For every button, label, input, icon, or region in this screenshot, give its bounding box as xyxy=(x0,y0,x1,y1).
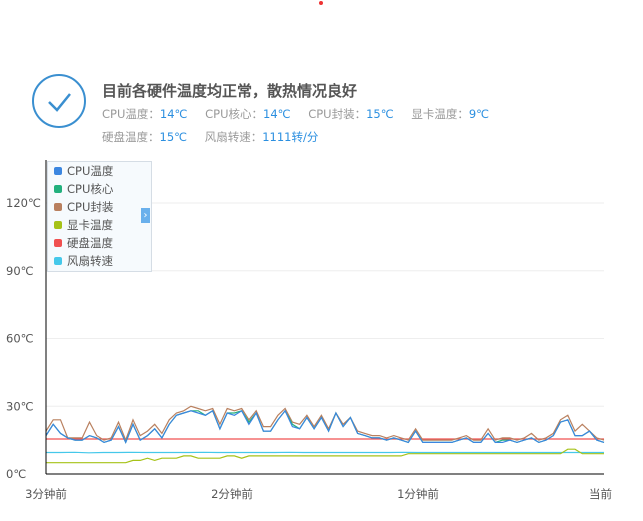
temperature-chart: 0℃ 30℃ 60℃ 90℃ 120℃ 3分钟前 2分钟前 1分钟前 当前 xyxy=(6,160,612,501)
y-tick-label: 60℃ xyxy=(6,332,34,346)
legend-item[interactable]: 硬盘温度 xyxy=(48,234,151,252)
series-line xyxy=(46,448,604,464)
legend-item[interactable]: 显卡温度 xyxy=(48,216,151,234)
indicator-dot xyxy=(319,1,323,5)
check-circle-icon xyxy=(32,74,86,128)
x-tick-label: 3分钟前 xyxy=(25,487,67,501)
legend-collapse-button[interactable]: › xyxy=(141,208,150,223)
status-title: 目前各硬件温度均正常，散热情况良好 xyxy=(102,82,358,100)
series-line xyxy=(46,451,604,454)
series-line xyxy=(45,409,605,444)
series-line xyxy=(45,409,605,444)
legend-item[interactable]: CPU温度 xyxy=(48,162,151,180)
y-tick-label: 30℃ xyxy=(6,399,34,413)
x-tick-label: 当前 xyxy=(589,487,612,501)
y-tick-label: 90℃ xyxy=(6,264,34,278)
readings-row-2: 硬盘温度：15℃ 风扇转速：1111转/分 xyxy=(102,130,319,144)
legend-item[interactable]: 风扇转速 xyxy=(48,252,151,270)
y-tick-label: 120℃ xyxy=(6,196,41,210)
series-line xyxy=(45,405,605,442)
x-tick-label: 1分钟前 xyxy=(397,487,439,501)
x-tick-label: 2分钟前 xyxy=(211,487,253,501)
readings-row-1: CPU温度：14℃ CPU核心：14℃ CPU封装：15℃ 显卡温度：9℃ xyxy=(102,107,490,121)
legend-item[interactable]: CPU核心 xyxy=(48,180,151,198)
y-tick-label: 0℃ xyxy=(6,467,26,481)
chart-legend: CPU温度 CPU核心 CPU封装 显卡温度 硬盘温度 风扇转速 xyxy=(47,161,152,272)
legend-item[interactable]: CPU封装 xyxy=(48,198,151,216)
